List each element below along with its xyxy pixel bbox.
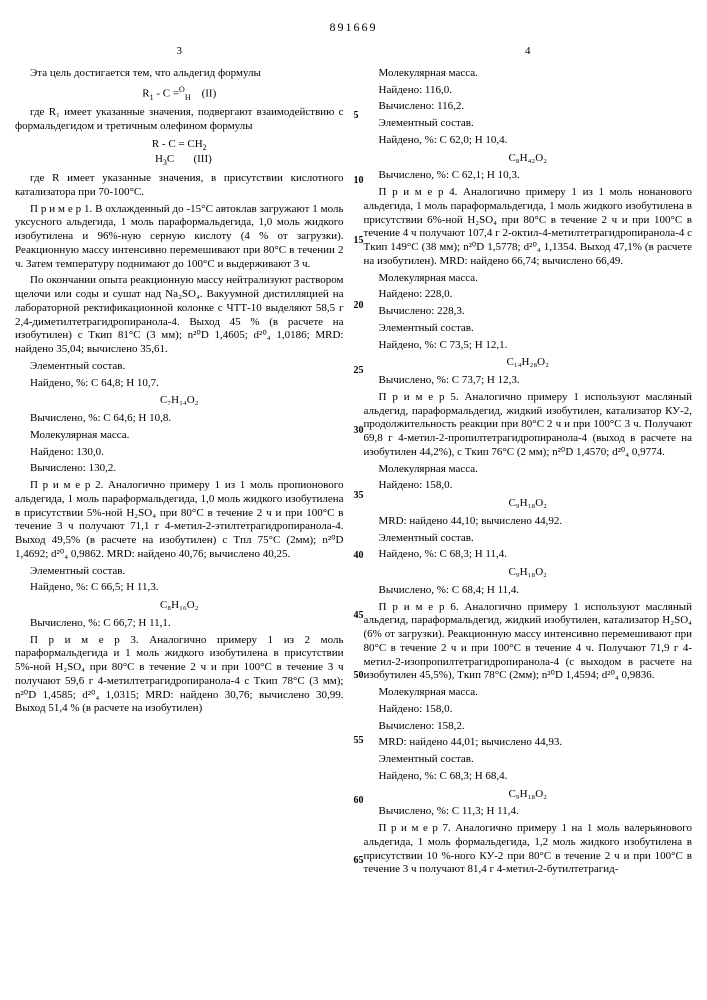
para: Вычислено, %: C 66,7; H 11,1. — [15, 617, 344, 631]
para: Вычислено, %: C 73,7; H 12,3. — [364, 374, 693, 388]
para: Молекулярная масса. — [364, 686, 693, 700]
para: Найдено: 130,0. — [15, 446, 344, 460]
para: Элементный состав. — [364, 322, 693, 336]
formula: C₉H₁₈O₂ — [364, 788, 693, 802]
para: П р и м е р 2. Аналогично примеру 1 из 1… — [15, 479, 344, 562]
formula: R1 - C =OH (II) — [15, 85, 344, 103]
para: Найдено, %: C 64,8; H 10,7. — [15, 377, 344, 391]
line-number: 30 — [354, 425, 364, 438]
para: Молекулярная масса. — [364, 272, 693, 286]
para: Найдено: 228,0. — [364, 288, 693, 302]
line-number: 45 — [354, 610, 364, 623]
line-number: 55 — [354, 735, 364, 748]
para: Элементный состав. — [364, 753, 693, 767]
left-column: 3 Эта цель достигается тем, что альдегид… — [15, 45, 344, 880]
para: Найдено, %: C 68,3; H 11,4. — [364, 548, 693, 562]
formula: C₉H₁₈O₂ — [364, 497, 693, 511]
para: Вычислено: 130,2. — [15, 462, 344, 476]
line-number: 20 — [354, 300, 364, 313]
para: Эта цель достигается тем, что альдегид ф… — [15, 67, 344, 81]
para: Найдено, %: C 62,0; H 10,4. — [364, 134, 693, 148]
formula: C₈H₁₆O₂ — [15, 599, 344, 613]
para: Молекулярная масса. — [15, 429, 344, 443]
para: Вычислено, %: C 11,3; H 11,4. — [364, 805, 693, 819]
para: П р и м е р 5. Аналогично примеру 1 испо… — [364, 391, 693, 460]
doc-number: 891669 — [15, 20, 692, 35]
para: Найдено: 158,0. — [364, 703, 693, 717]
para: Молекулярная масса. — [364, 463, 693, 477]
formula: C₁₄H₂₈O₂ — [364, 356, 693, 370]
para: MRD: найдено 44,10; вычислено 44,92. — [364, 515, 693, 529]
para: Вычислено: 228,3. — [364, 305, 693, 319]
col-num-right: 4 — [364, 45, 693, 59]
para: Найдено, %: C 73,5; H 12,1. — [364, 339, 693, 353]
para: где R₁ имеет указанные значения, подверг… — [15, 106, 344, 134]
para: По окончании опыта реакционную массу ней… — [15, 274, 344, 357]
columns: 3 Эта цель достигается тем, что альдегид… — [15, 45, 692, 880]
para: Молекулярная масса. — [364, 67, 693, 81]
formula: C₇H₁₄O₂ — [15, 394, 344, 408]
para: Вычислено, %: C 68,4; H 11,4. — [364, 584, 693, 598]
para: Найдено: 116,0. — [364, 84, 693, 98]
formula: C₉H₁₈O₂ — [364, 566, 693, 580]
line-number: 15 — [354, 235, 364, 248]
para: Найдено: 158,0. — [364, 479, 693, 493]
line-number: 25 — [354, 365, 364, 378]
para: П р и м е р 1. В охлажденный до -15°C ав… — [15, 203, 344, 272]
para: Элементный состав. — [15, 360, 344, 374]
para: Найдено, %: C 68,3; H 68,4. — [364, 770, 693, 784]
formula: R - C = CH2 H3C (III) — [15, 138, 344, 168]
para: Вычислено, %: C 62,1; H 10,3. — [364, 169, 693, 183]
para: Вычислено: 158,2. — [364, 720, 693, 734]
para: П р и м е р 7. Аналогично примеру 1 на 1… — [364, 822, 693, 877]
line-number: 35 — [354, 490, 364, 503]
line-number: 40 — [354, 550, 364, 563]
para: Вычислено: 116,2. — [364, 100, 693, 114]
para: Элементный состав. — [364, 117, 693, 131]
para: Элементный состав. — [15, 565, 344, 579]
right-column: 4 Молекулярная масса. Найдено: 116,0. Вы… — [364, 45, 693, 880]
para: П р и м е р 6. Аналогично примеру 1 испо… — [364, 601, 693, 684]
para: П р и м е р 3. Аналогично примеру 1 из 2… — [15, 634, 344, 717]
line-number: 5 — [354, 110, 359, 123]
para: MRD: найдено 44,01; вычислено 44,93. — [364, 736, 693, 750]
line-number: 10 — [354, 175, 364, 188]
formula: C₈H₄₂O₂ — [364, 152, 693, 166]
col-num-left: 3 — [15, 45, 344, 59]
para: где R имеет указанные значения, в присут… — [15, 172, 344, 200]
line-number: 60 — [354, 795, 364, 808]
para: Элементный состав. — [364, 532, 693, 546]
para: Вычислено, %: C 64,6; H 10,8. — [15, 412, 344, 426]
para: Найдено, %: C 66,5; H 11,3. — [15, 581, 344, 595]
line-number: 65 — [354, 855, 364, 868]
page: 891669 5 10 15 20 25 30 35 40 45 50 55 60 65 3 Эта ц… — [15, 20, 692, 880]
para: П р и м е р 4. Аналогично примеру 1 из 1… — [364, 186, 693, 269]
line-number: 50 — [354, 670, 364, 683]
